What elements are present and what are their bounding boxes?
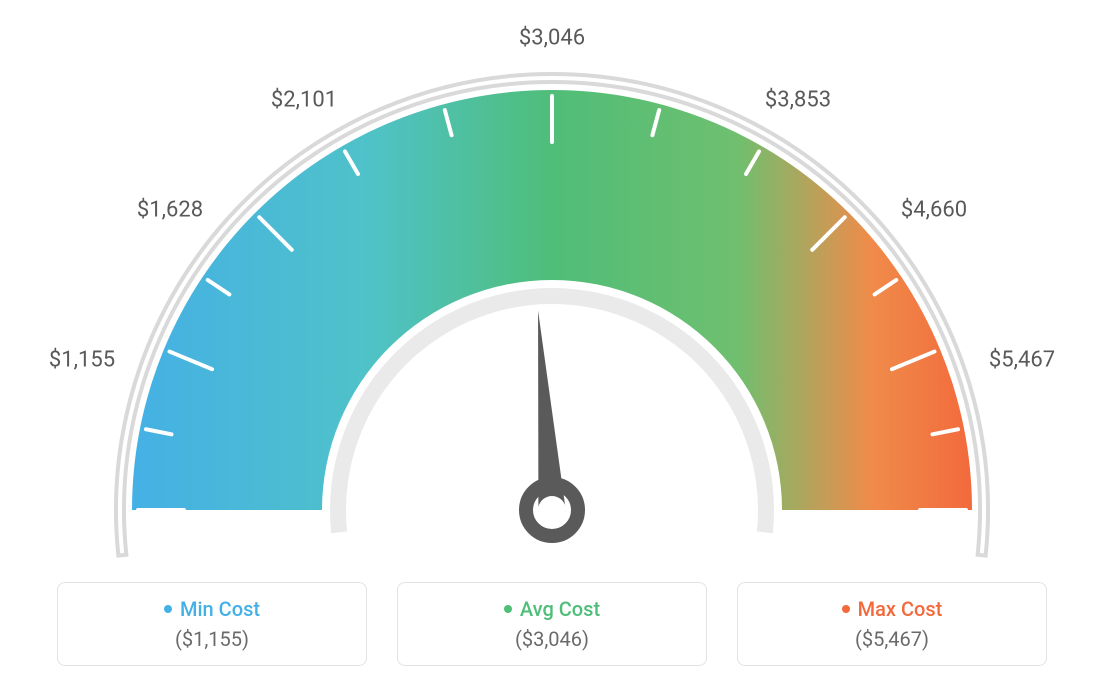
- legend-card-max: Max Cost ($5,467): [737, 582, 1047, 666]
- legend-text-min: Min Cost: [180, 597, 260, 621]
- legend-card-avg: Avg Cost ($3,046): [397, 582, 707, 666]
- legend-value-min: ($1,155): [175, 627, 249, 651]
- legend-row: Min Cost ($1,155) Avg Cost ($3,046) Max …: [57, 582, 1047, 666]
- gauge-tick-label: $1,628: [137, 198, 203, 223]
- gauge-chart: $1,155 $1,628 $2,101 $3,046 $3,853 $4,660 $5,4…: [22, 10, 1082, 570]
- gauge-tick-label: $4,660: [901, 198, 967, 223]
- gauge-tick-label: $1,155: [49, 348, 115, 373]
- gauge-tick-label: $3,853: [765, 88, 831, 113]
- legend-dot-avg: [504, 605, 512, 613]
- legend-text-max: Max Cost: [858, 597, 943, 621]
- legend-value-avg: ($3,046): [515, 627, 589, 651]
- gauge-tick-label: $5,467: [989, 348, 1055, 373]
- legend-label-avg: Avg Cost: [504, 597, 600, 621]
- legend-dot-min: [164, 605, 172, 613]
- legend-text-avg: Avg Cost: [520, 597, 600, 621]
- gauge-tick-label: $2,101: [271, 88, 337, 113]
- legend-card-min: Min Cost ($1,155): [57, 582, 367, 666]
- legend-label-max: Max Cost: [842, 597, 943, 621]
- legend-dot-max: [842, 605, 850, 613]
- legend-label-min: Min Cost: [164, 597, 260, 621]
- legend-value-max: ($5,467): [855, 627, 929, 651]
- gauge-tick-label: $3,046: [519, 26, 585, 51]
